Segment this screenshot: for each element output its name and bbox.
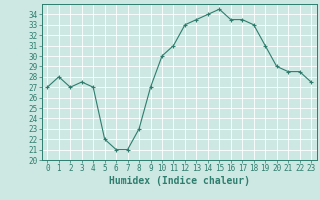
X-axis label: Humidex (Indice chaleur): Humidex (Indice chaleur): [109, 176, 250, 186]
